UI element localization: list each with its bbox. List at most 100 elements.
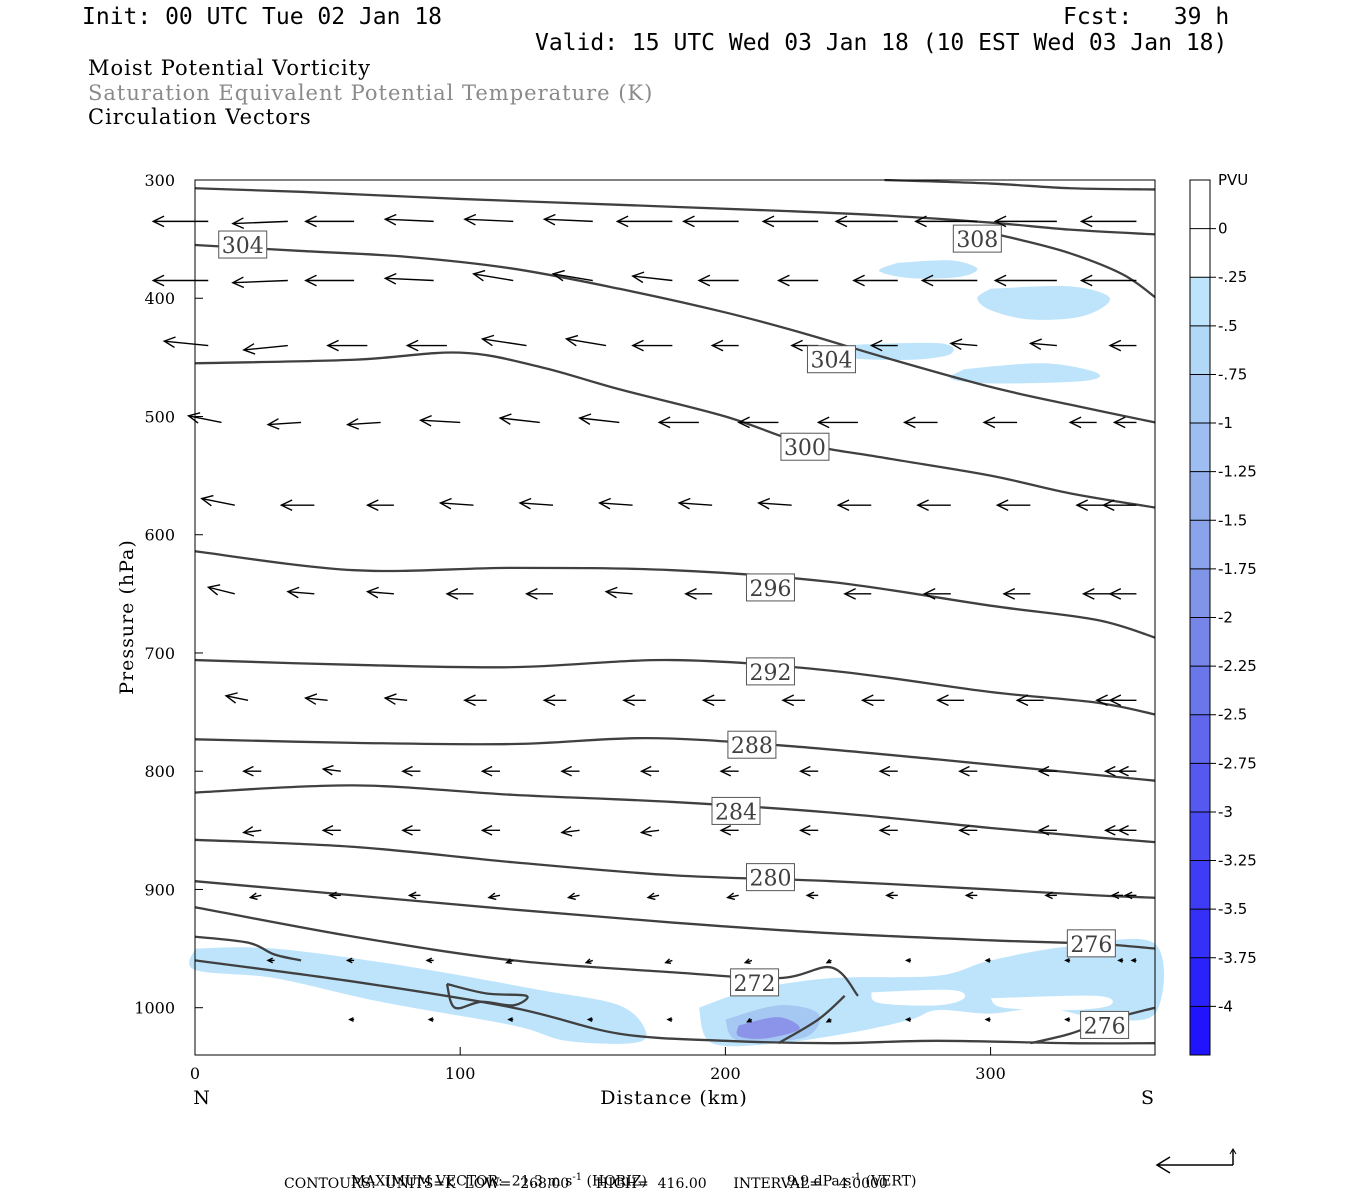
circulation-vector-head xyxy=(710,339,724,352)
circulation-vector-head xyxy=(286,586,300,599)
colorbar-swatch xyxy=(1190,666,1210,716)
circulation-vector xyxy=(519,502,554,506)
circulation-vector-head xyxy=(1079,215,1093,228)
circulation-vector-head xyxy=(463,213,477,226)
circulation-vector-head xyxy=(798,765,811,777)
colorbar-swatch xyxy=(1190,374,1210,424)
colorbar-label: -1.75 xyxy=(1218,560,1257,578)
colorbar-swatch xyxy=(1190,714,1210,764)
colorbar-label: 0 xyxy=(1218,220,1228,238)
circulation-vector-head xyxy=(248,892,258,901)
circulation-vector xyxy=(385,697,408,701)
circulation-vector-head xyxy=(1117,765,1129,777)
circulation-vector-head xyxy=(1075,499,1089,512)
colorbar-label: -2.25 xyxy=(1218,657,1257,675)
circulation-vector-head xyxy=(472,269,486,282)
theta-contour xyxy=(194,838,1156,899)
circulation-vector-head xyxy=(1064,1017,1070,1022)
x-tick-label: 300 xyxy=(975,1064,1006,1083)
theta-contour xyxy=(194,187,1156,236)
pv-shade-region xyxy=(831,342,954,360)
circulation-vector-head xyxy=(1108,339,1122,352)
title-vectors: Circulation Vectors xyxy=(88,105,312,129)
circulation-vector-head xyxy=(746,1017,752,1023)
theta-contour xyxy=(194,658,1156,716)
colorbar-swatch xyxy=(1190,763,1210,813)
circulation-vector-head xyxy=(525,588,538,600)
contour-label: 272 xyxy=(734,972,776,997)
circulation-vector-head xyxy=(365,586,379,599)
circulation-vector-head xyxy=(407,891,417,900)
circulation-vector-head xyxy=(345,957,353,964)
circulation-vector-head xyxy=(920,274,934,287)
circulation-vector-head xyxy=(719,765,732,777)
colorbar-label: -1.25 xyxy=(1218,463,1257,481)
circulation-vector-head xyxy=(1015,694,1029,707)
colorbar-swatch xyxy=(1190,471,1210,521)
circulation-vector-head xyxy=(958,825,970,836)
contour-label-box xyxy=(218,230,268,259)
circulation-vector-head xyxy=(480,765,493,777)
pv-shade-region xyxy=(736,1017,800,1039)
colorbar-label: -2 xyxy=(1218,609,1233,627)
circulation-vector-head xyxy=(701,694,715,707)
circulation-vector-head xyxy=(878,765,891,777)
theta-contour xyxy=(194,550,1156,639)
circulation-vector-head xyxy=(326,339,339,352)
contour-label-box xyxy=(1080,1010,1130,1039)
circulation-vector xyxy=(208,586,235,595)
colorbar-label: -.25 xyxy=(1218,268,1247,286)
circulation-vector-head xyxy=(922,588,936,600)
circulation-vector-head xyxy=(639,765,652,777)
circulation-vector-head xyxy=(631,271,645,284)
circulation-vector-head xyxy=(757,497,771,510)
contour-label-box xyxy=(745,863,795,892)
circulation-vector-head xyxy=(383,272,397,285)
circulation-vector-head xyxy=(604,586,618,599)
circulation-vector-head xyxy=(480,334,495,347)
theta-contour xyxy=(194,906,859,997)
plot-frame xyxy=(194,179,1156,1056)
circulation-vector-head xyxy=(1037,765,1050,777)
circulation-vector xyxy=(561,829,580,834)
circulation-vector xyxy=(566,338,607,347)
circulation-vector xyxy=(287,590,315,595)
max-vector-vert-note: 9.9 dPa s-1 (VERT) xyxy=(778,1156,917,1190)
colorbar-swatch xyxy=(1190,617,1210,667)
circulation-vector-head xyxy=(726,892,736,901)
circulation-vector-head xyxy=(1028,338,1042,351)
contour-label-box xyxy=(952,224,1002,253)
forecast-hour: Fcst: 39 h xyxy=(1063,4,1230,30)
contour-label-box xyxy=(727,730,777,759)
circulation-vector-head xyxy=(518,497,532,510)
x-tick-label: 200 xyxy=(710,1064,741,1083)
colorbar-label: -.5 xyxy=(1218,317,1238,335)
circulation-vector-head xyxy=(995,499,1009,512)
colorbar-swatch xyxy=(1190,860,1210,910)
circulation-vector xyxy=(758,502,792,506)
colorbar-label: -3.25 xyxy=(1218,852,1257,870)
circulation-vector-head xyxy=(843,588,856,600)
circulation-vector-head xyxy=(860,694,874,707)
circulation-vector-head xyxy=(836,499,850,512)
colorbar-swatch xyxy=(1190,228,1210,278)
circulation-vector-head xyxy=(993,215,1007,228)
circulation-vector-head xyxy=(498,413,512,425)
circulation-vector-head xyxy=(438,497,452,510)
circulation-vector-head xyxy=(646,892,656,901)
circulation-vector-head xyxy=(303,693,318,705)
circulation-vector-head xyxy=(445,588,459,600)
title-theta: Saturation Equivalent Potential Temperat… xyxy=(88,81,654,105)
circulation-vector xyxy=(164,340,209,347)
y-axis-label: Pressure (hPa) xyxy=(116,539,138,695)
circulation-vector-head xyxy=(949,338,963,351)
y-tick-label: 600 xyxy=(144,526,175,545)
circulation-vector-head xyxy=(266,418,280,430)
contour-label: 304 xyxy=(222,234,264,259)
circulation-vector xyxy=(500,417,540,424)
max-vector-vert-tag: (VERT) xyxy=(861,1173,917,1190)
pv-shade-hole xyxy=(871,989,966,1006)
circulation-vector-head xyxy=(480,825,493,836)
circulation-vector-head xyxy=(622,694,635,707)
circulation-vector-head xyxy=(816,416,830,429)
